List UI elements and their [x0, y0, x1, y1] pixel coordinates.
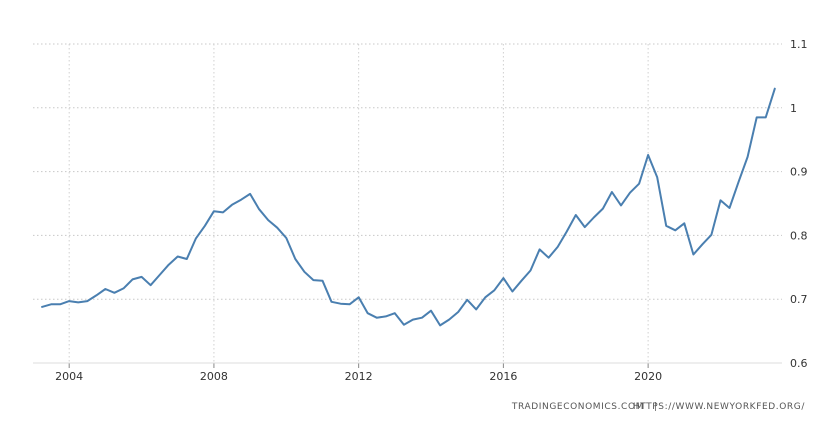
series-layer: [41, 87, 776, 327]
x-axis: 2004 2008 2012 2016 2020: [33, 362, 782, 383]
y-tick-label: 0.7: [790, 293, 808, 306]
y-tick-label: 0.8: [790, 229, 808, 242]
source-left: TRADINGECONOMICS.COM: [511, 402, 644, 412]
y-axis: 0.6 0.7 0.8 0.9 1 1.1: [790, 38, 808, 370]
series-line: [41, 87, 776, 327]
x-tick-label: 2004: [55, 370, 83, 383]
source-right: HTTPS://WWW.NEWYORKFED.ORG/: [633, 402, 805, 412]
source-separator: |: [654, 402, 658, 412]
x-tick-label: 2012: [345, 370, 373, 383]
x-tick-label: 2020: [634, 370, 662, 383]
y-tick-label: 0.9: [790, 166, 808, 179]
y-tick-label: 1: [790, 102, 797, 115]
y-tick-label: 1.1: [790, 38, 808, 51]
source-footer: TRADINGECONOMICS.COM | HTTPS://WWW.NEWYO…: [511, 402, 805, 412]
x-tick-label: 2008: [200, 370, 228, 383]
x-tick-label: 2016: [489, 370, 517, 383]
y-tick-label: 0.6: [790, 357, 808, 370]
grid-lines: [33, 43, 782, 364]
